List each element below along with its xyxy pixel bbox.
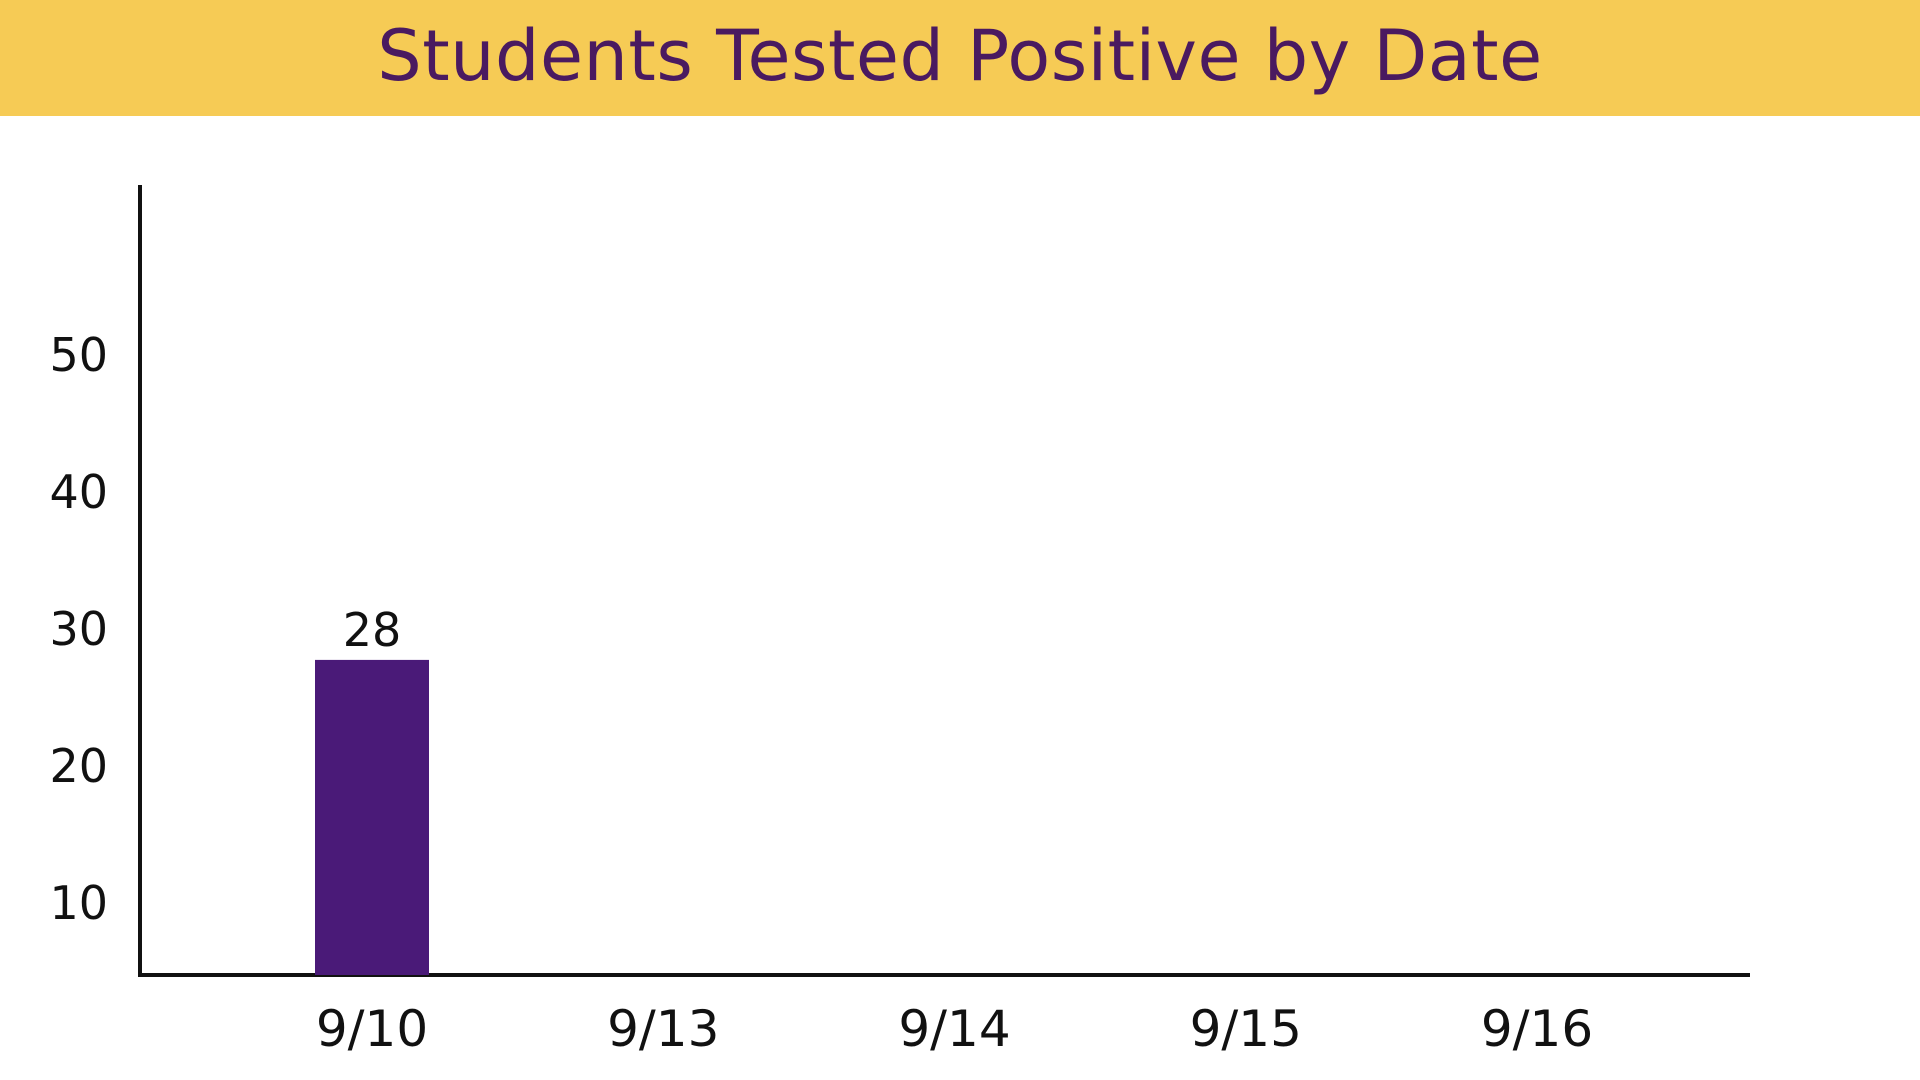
- y-tick-label: 20: [49, 739, 108, 793]
- y-axis-tick-labels: 10 20 30 40 50: [49, 328, 108, 930]
- x-category-label: 9/16: [1481, 1000, 1593, 1058]
- chart-title: Students Tested Positive by Date: [377, 15, 1543, 97]
- data-label-9-10: 28: [343, 603, 402, 657]
- title-banner: Students Tested Positive by Date: [0, 0, 1920, 116]
- y-tick-label: 10: [49, 876, 108, 930]
- y-tick-label: 50: [49, 328, 108, 382]
- x-category-label: 9/15: [1190, 1000, 1302, 1058]
- chart-bars: [315, 659, 429, 975]
- y-tick-label: 40: [49, 465, 108, 519]
- x-category-label: 9/13: [607, 1000, 719, 1058]
- bar-9-10: [315, 659, 429, 975]
- x-category-label: 9/10: [316, 1000, 428, 1058]
- y-tick-label: 30: [49, 602, 108, 656]
- x-category-label: 9/14: [898, 1000, 1010, 1058]
- x-axis-category-labels: 9/10 9/13 9/14 9/15 9/16: [316, 1000, 1593, 1058]
- data-labels: 28: [343, 603, 402, 657]
